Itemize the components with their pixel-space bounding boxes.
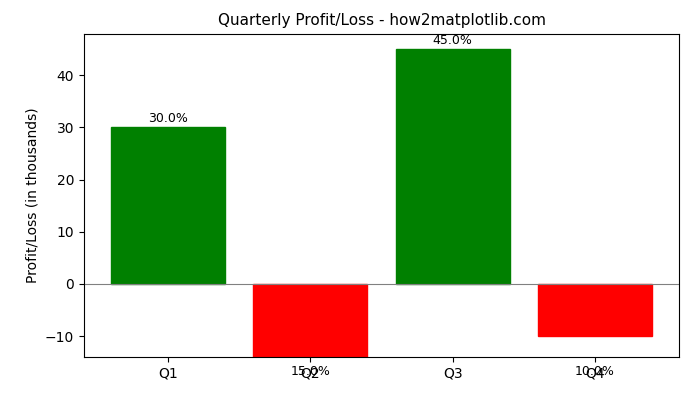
- Text: 45.0%: 45.0%: [433, 34, 473, 47]
- Title: Quarterly Profit/Loss - how2matplotlib.com: Quarterly Profit/Loss - how2matplotlib.c…: [218, 13, 545, 28]
- Text: 15.0%: 15.0%: [290, 365, 330, 378]
- Bar: [111, 128, 225, 284]
- Text: 10.0%: 10.0%: [575, 365, 615, 378]
- Bar: [538, 284, 652, 336]
- Text: 30.0%: 30.0%: [148, 112, 188, 125]
- Y-axis label: Profit/Loss (in thousands): Profit/Loss (in thousands): [25, 108, 39, 283]
- Bar: [253, 284, 368, 362]
- Bar: [395, 49, 510, 284]
